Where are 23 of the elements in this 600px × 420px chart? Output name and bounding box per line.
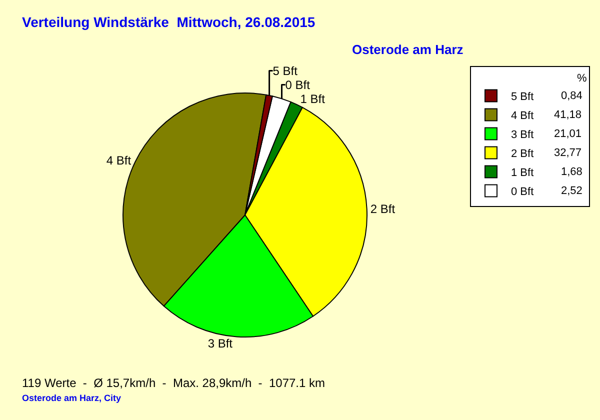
text: 119 Werte - Ø 15,7km/h - Max. 28,9km/h - 1077.1 km [22, 376, 326, 390]
slice-label: 2 Bft [370, 202, 396, 216]
legend-label: 3 Bft [511, 129, 534, 142]
text: Osterode am Harz, City [22, 393, 122, 403]
slice-label: 3 Bft [208, 336, 234, 351]
slice-label: 4 Bft [106, 153, 132, 168]
data-label: 0,84 [561, 90, 582, 102]
data-label: 21,01 [554, 128, 582, 140]
legend-title: % [473, 72, 587, 84]
legend-label: 0 Bft [511, 186, 534, 198]
chart-title: Verteilung Windstärke Mittwoch, 26.08.2015 [22, 14, 316, 30]
legend-label: 2 Bft [511, 148, 534, 160]
slice-label: 1 Bft [300, 92, 326, 106]
slice-label: 0 Bft [285, 78, 311, 92]
data-label: 2,52 [561, 185, 582, 197]
chart-subtitle: Osterode am Harz [352, 42, 464, 57]
data-label: 1,68 [561, 166, 582, 178]
data-label: 32,77 [554, 147, 582, 159]
legend-label: 1 Bft [511, 167, 534, 180]
data-label: 41,18 [554, 109, 582, 121]
legend-label: 4 Bft [511, 110, 534, 122]
legend-label: 5 Bft [511, 91, 534, 104]
slice-label: 5 Bft [272, 64, 298, 78]
